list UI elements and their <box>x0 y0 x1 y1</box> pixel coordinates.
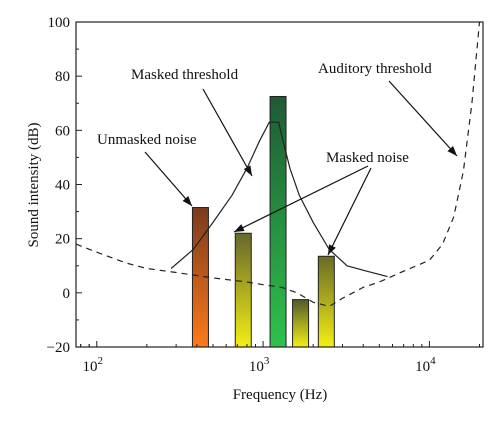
bars-layer <box>191 95 335 348</box>
x-axis-title: Frequency (Hz) <box>233 387 328 403</box>
y-axis-title: Sound intensity (dB) <box>26 122 42 247</box>
masked-threshold-label: Masked threshold <box>131 67 239 83</box>
y-tick-label: 0 <box>63 286 71 302</box>
auditory-threshold-line <box>75 21 481 308</box>
auditory-threshold-label: Auditory threshold <box>318 61 432 77</box>
unmasked-noise-arrow-head <box>182 195 192 206</box>
masked-noise-label: Masked noise <box>326 150 409 166</box>
x-tick-label: 104 <box>415 355 436 375</box>
auditory-threshold-arrow <box>388 80 458 157</box>
unmasked-noise-label: Unmasked noise <box>97 132 197 148</box>
y-tick-label: 100 <box>48 15 71 31</box>
y-tick-label: −20 <box>47 340 70 356</box>
bar-3 <box>269 95 287 348</box>
x-tick-label: 102 <box>83 355 104 375</box>
y-tick-label: 60 <box>55 123 70 139</box>
unmasked-noise-arrow <box>144 151 193 207</box>
masked-noise-arrow-right-head <box>328 244 336 255</box>
masked-threshold-line <box>170 121 388 278</box>
ticks-layer: −20 0 20 40 60 80 100 102 103 104 <box>47 15 480 375</box>
bar-2 <box>234 232 252 348</box>
bar-4 <box>292 299 310 348</box>
auditory-threshold-arrow-head <box>447 146 457 156</box>
masked-threshold-arrow-head <box>243 165 252 176</box>
bar-5 <box>317 255 335 348</box>
masked-noise-arrow-right <box>327 167 372 256</box>
x-tick-label: 103 <box>249 355 270 375</box>
masked-threshold-arrow <box>202 88 253 177</box>
y-tick-label: 80 <box>55 69 70 85</box>
masked-noise-arrow-left <box>233 165 369 233</box>
masked-noise-arrow-left-head <box>234 224 245 232</box>
annotations-layer <box>144 80 458 256</box>
y-tick-label: 40 <box>55 178 70 194</box>
y-tick-label: 20 <box>55 232 70 248</box>
lines-layer <box>75 21 481 308</box>
